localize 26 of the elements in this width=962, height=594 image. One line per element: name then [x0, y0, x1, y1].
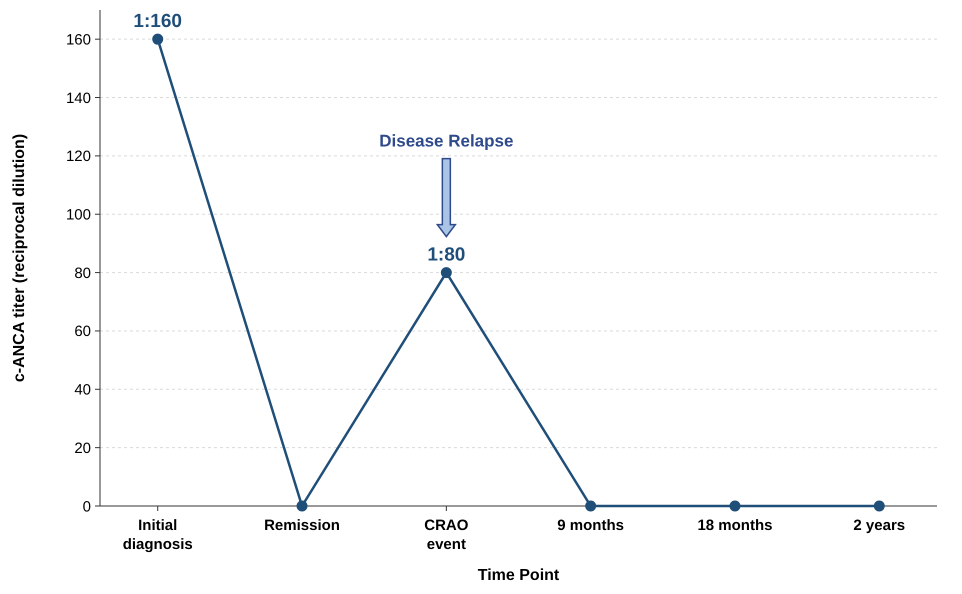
point [585, 500, 596, 512]
x-tick-label: Remission [264, 517, 340, 534]
y-tick-label: 120 [66, 148, 91, 166]
y-tick-label: 40 [74, 382, 91, 399]
point [152, 34, 164, 45]
x-axis-title: Time Point [478, 567, 560, 584]
point [874, 500, 885, 512]
x-tick-label: 18 months [697, 517, 772, 534]
x-tick-label: CRAO event [424, 517, 469, 553]
y-tick-label: 160 [66, 31, 91, 48]
x-tick-label: Initial diagnosis [122, 517, 193, 553]
x-tick-label: 2 years [853, 517, 906, 534]
y-tick-label: 60 [74, 323, 91, 340]
annotation: Disease Relapse [379, 132, 514, 151]
point [296, 500, 308, 512]
point [729, 500, 740, 512]
point [440, 267, 452, 278]
y-axis-title: c-ANCA titer (reciprocal dilution) [11, 134, 28, 382]
annotation: 1:160 [133, 11, 182, 32]
y-tick-label: 80 [74, 264, 91, 282]
y-tick-label: 0 [82, 498, 91, 516]
annotation: 1:80 [427, 244, 466, 266]
y-tick-label: 140 [66, 90, 91, 107]
x-tick-label: 9 months [557, 517, 624, 534]
y-tick-label: 100 [66, 206, 91, 224]
y-tick-label: 20 [74, 440, 91, 457]
